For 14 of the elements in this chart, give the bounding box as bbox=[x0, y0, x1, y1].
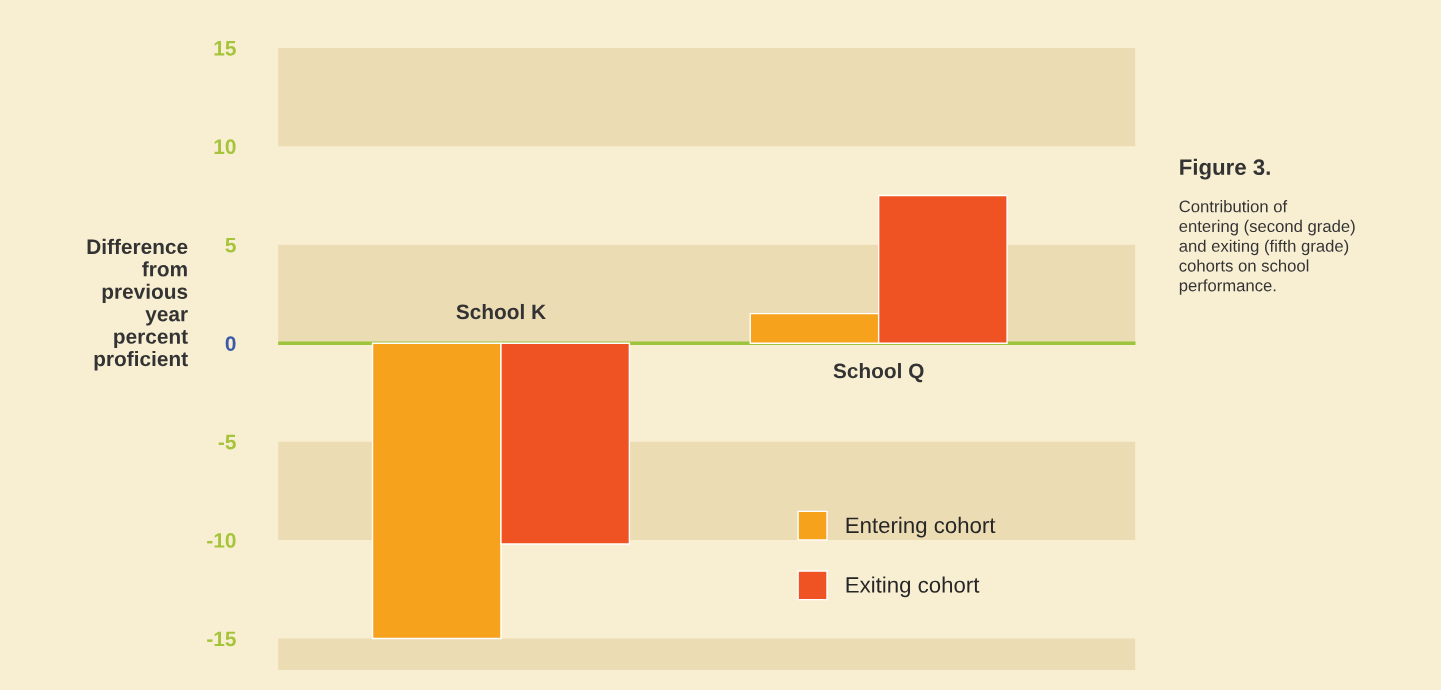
y-tick-label: -15 bbox=[207, 631, 236, 647]
y-tick-label: 0 bbox=[225, 336, 236, 351]
y-axis-title: Difference from previous year percent proficient bbox=[87, 238, 188, 371]
x-tick-label: School K bbox=[456, 303, 546, 320]
y-tick-label: -10 bbox=[207, 533, 236, 548]
y-tick-label: 5 bbox=[225, 237, 236, 253]
legend-label: Exiting cohort bbox=[846, 576, 980, 598]
x-tick-label: School Q bbox=[833, 363, 924, 383]
legend-label: Entering cohort bbox=[846, 516, 996, 538]
y-tick-label: 15 bbox=[214, 41, 236, 56]
y-tick-label: 10 bbox=[214, 139, 236, 155]
text: Figure 3. bbox=[1180, 158, 1270, 180]
y-tick-label: -5 bbox=[218, 434, 236, 450]
text: Contribution of entering (second grade) and exiting (fifth grade) cohorts on school performance. bbox=[1179, 200, 1355, 295]
